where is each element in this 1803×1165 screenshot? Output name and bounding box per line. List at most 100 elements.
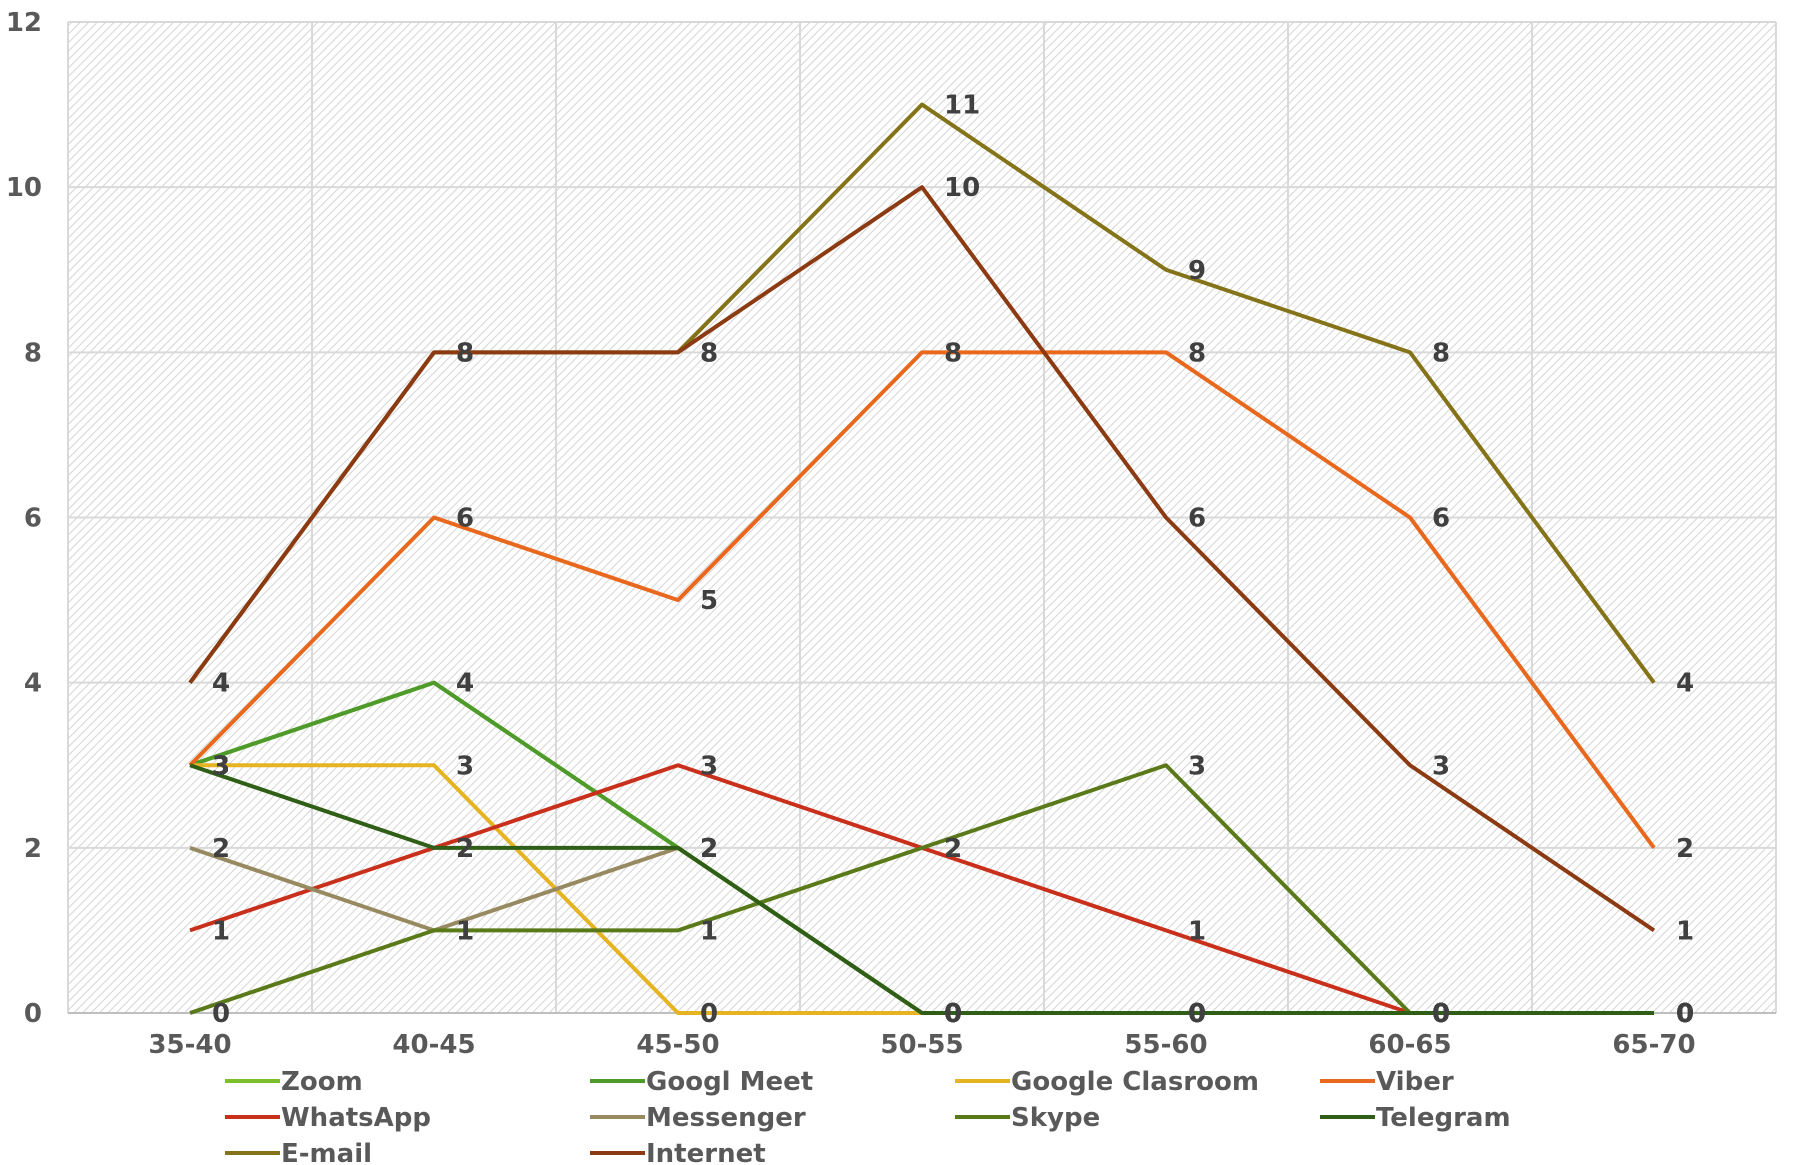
data-label: 2 <box>944 834 962 864</box>
legend-item: Messenger <box>590 1103 806 1133</box>
x-tick-label: 35-40 <box>148 1030 231 1060</box>
data-label: 3 <box>1188 751 1206 781</box>
data-label: 0 <box>1188 999 1206 1029</box>
data-label: 0 <box>212 999 230 1029</box>
series-lines <box>188 102 1656 1015</box>
data-label: 3 <box>212 751 230 781</box>
data-label: 9 <box>1188 256 1206 286</box>
data-label: 1 <box>700 916 718 946</box>
y-tick-label: 12 <box>6 8 42 38</box>
data-label: 0 <box>944 999 962 1029</box>
y-tick-label: 8 <box>24 338 42 368</box>
data-label: 6 <box>456 504 474 534</box>
data-label: 0 <box>944 999 962 1029</box>
data-label: 1 <box>456 916 474 946</box>
data-label: 2 <box>700 834 718 864</box>
data-label: 0 <box>1188 999 1206 1029</box>
data-label: 6 <box>1432 504 1450 534</box>
data-label: 11 <box>944 91 980 121</box>
data-label: 8 <box>700 338 718 368</box>
legend-item: Telegram <box>1320 1103 1511 1133</box>
data-label: 4 <box>212 669 230 699</box>
data-label: 0 <box>1676 999 1694 1029</box>
data-label: 0 <box>1432 999 1450 1029</box>
legend-label: E-mail <box>281 1139 372 1165</box>
data-label: 2 <box>944 834 962 864</box>
y-tick-label: 6 <box>24 504 42 534</box>
legend-item: Viber <box>1320 1067 1454 1097</box>
data-label: 2 <box>700 834 718 864</box>
data-label: 2 <box>456 834 474 864</box>
data-label: 4 <box>1676 669 1694 699</box>
data-label: 3 <box>700 751 718 781</box>
data-label: 8 <box>944 338 962 368</box>
data-label: 8 <box>1432 338 1450 368</box>
data-label: 0 <box>944 999 962 1029</box>
data-label: 3 <box>456 751 474 781</box>
data-label: 3 <box>212 751 230 781</box>
data-label: 8 <box>456 338 474 368</box>
data-label: 6 <box>1188 504 1206 534</box>
legend-item: Skype <box>955 1103 1100 1133</box>
data-label: 0 <box>1432 999 1450 1029</box>
data-label: 1 <box>212 916 230 946</box>
data-label: 0 <box>944 999 962 1029</box>
data-label: 5 <box>700 586 718 616</box>
data-label: 2 <box>700 834 718 864</box>
x-tick-label: 55-60 <box>1124 1030 1207 1060</box>
data-label: 0 <box>1432 999 1450 1029</box>
data-label: 8 <box>700 338 718 368</box>
x-axis: 35-40 40-45 45-50 50-55 55-60 60-65 65-70 <box>68 1012 1776 1060</box>
data-label: 0 <box>1188 999 1206 1029</box>
data-label: 4 <box>212 669 230 699</box>
data-label: 1 <box>456 916 474 946</box>
data-label: 0 <box>1676 999 1694 1029</box>
data-label: 0 <box>1188 999 1206 1029</box>
data-label: 0 <box>1676 999 1694 1029</box>
legend-item: Internet <box>590 1139 766 1165</box>
x-tick-label: 50-55 <box>880 1030 963 1060</box>
data-label: 0 <box>1676 999 1694 1029</box>
data-label: 0 <box>1188 999 1206 1029</box>
data-label: 8 <box>456 338 474 368</box>
legend-label: Telegram <box>1376 1103 1511 1133</box>
legend-item: Zoom <box>225 1067 363 1097</box>
y-axis: 0 2 4 6 8 10 12 <box>6 8 42 1029</box>
data-label: 0 <box>1432 999 1450 1029</box>
data-label: 3 <box>1432 751 1450 781</box>
data-label: 1 <box>1188 916 1206 946</box>
data-label: 0 <box>1432 999 1450 1029</box>
data-label: 3 <box>212 751 230 781</box>
y-tick-label: 0 <box>24 999 42 1029</box>
legend-item: Google Clasroom <box>955 1067 1259 1097</box>
data-label: 0 <box>1432 999 1450 1029</box>
data-label: 3 <box>212 751 230 781</box>
series-line-viber <box>188 350 1656 850</box>
legend-label: WhatsApp <box>281 1103 431 1133</box>
series-line-internet <box>188 185 1656 933</box>
legend-label: Googl Meet <box>646 1067 813 1097</box>
data-label: 4 <box>456 669 474 699</box>
legend-item: WhatsApp <box>225 1103 431 1133</box>
data-label: 3 <box>212 751 230 781</box>
legend-label: Viber <box>1376 1067 1454 1097</box>
data-label: 2 <box>1676 834 1694 864</box>
legend-label: Zoom <box>281 1067 363 1097</box>
x-tick-label: 45-50 <box>636 1030 719 1060</box>
legend-label: Google Clasroom <box>1011 1067 1259 1097</box>
legend: Zoom Googl Meet Google Clasroom Viber WhatsA… <box>225 1067 1511 1165</box>
x-tick-label: 65-70 <box>1612 1030 1695 1060</box>
data-label: 0 <box>1676 999 1694 1029</box>
legend-label: Messenger <box>646 1103 806 1133</box>
legend-label: Internet <box>646 1139 766 1165</box>
data-label: 0 <box>1676 999 1694 1029</box>
data-label: 0 <box>1676 999 1694 1029</box>
data-label: 4 <box>456 669 474 699</box>
x-tick-label: 60-65 <box>1368 1030 1451 1060</box>
data-label: 10 <box>944 173 980 203</box>
legend-label: Skype <box>1011 1103 1100 1133</box>
data-label: 0 <box>700 999 718 1029</box>
legend-item: Googl Meet <box>590 1067 813 1097</box>
